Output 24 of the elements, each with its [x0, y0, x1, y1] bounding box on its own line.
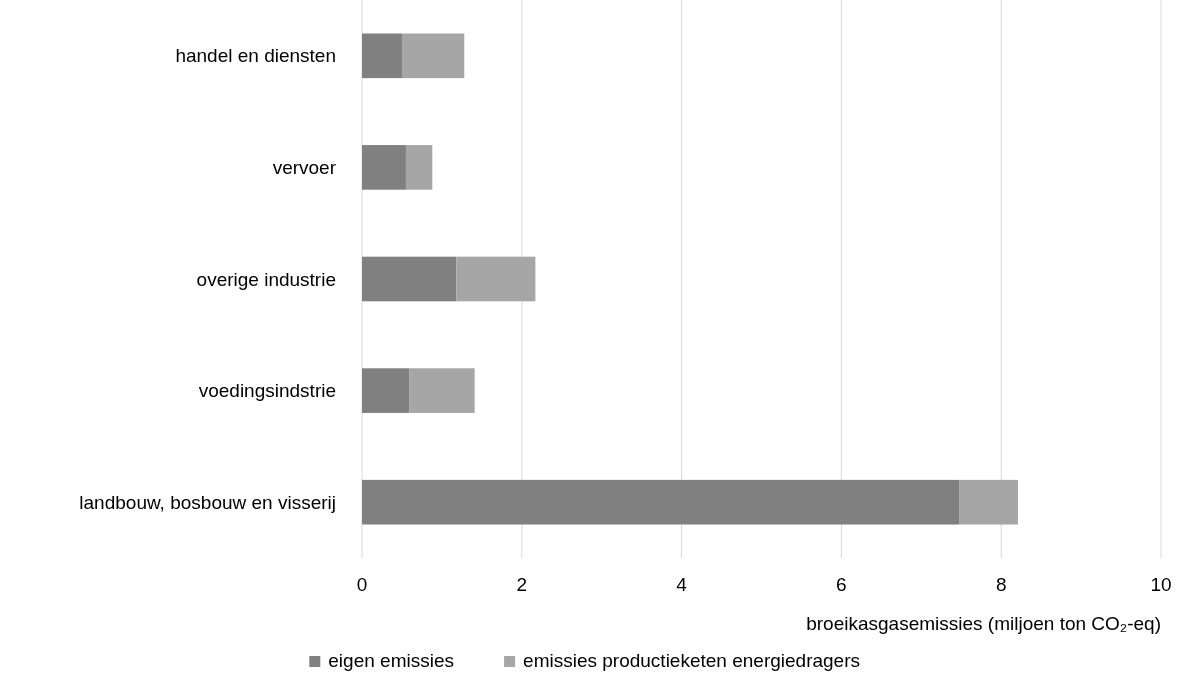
y-tick-label: overige industrie — [196, 268, 336, 290]
legend-label: emissies productieketen energiedragers — [523, 650, 861, 671]
x-tick-label: 10 — [1150, 574, 1172, 595]
x-axis-title: broeikasgasemissies (miljoen ton CO₂-eq) — [806, 613, 1161, 634]
y-tick-label: handel en diensten — [175, 45, 336, 67]
legend-label: eigen emissies — [328, 650, 454, 671]
x-tick-label: 6 — [836, 574, 847, 595]
y-tick-label: voedingsindstrie — [198, 380, 336, 402]
bar — [362, 368, 410, 413]
x-tick-label: 8 — [995, 574, 1007, 595]
bar — [362, 479, 960, 525]
x-tick-label: 2 — [516, 574, 528, 595]
bar — [362, 145, 406, 190]
bar — [409, 368, 475, 413]
y-tick-label: vervoer — [272, 157, 337, 179]
bar — [362, 256, 457, 302]
bar — [959, 479, 1018, 525]
bar — [405, 145, 433, 190]
x-tick-label: 4 — [676, 574, 688, 595]
bar — [362, 33, 402, 79]
x-tick-label: 0 — [356, 574, 368, 595]
y-tick-label: landbouw, bosbouw en visserij — [79, 491, 336, 513]
bar — [401, 33, 465, 79]
bar — [456, 256, 536, 302]
